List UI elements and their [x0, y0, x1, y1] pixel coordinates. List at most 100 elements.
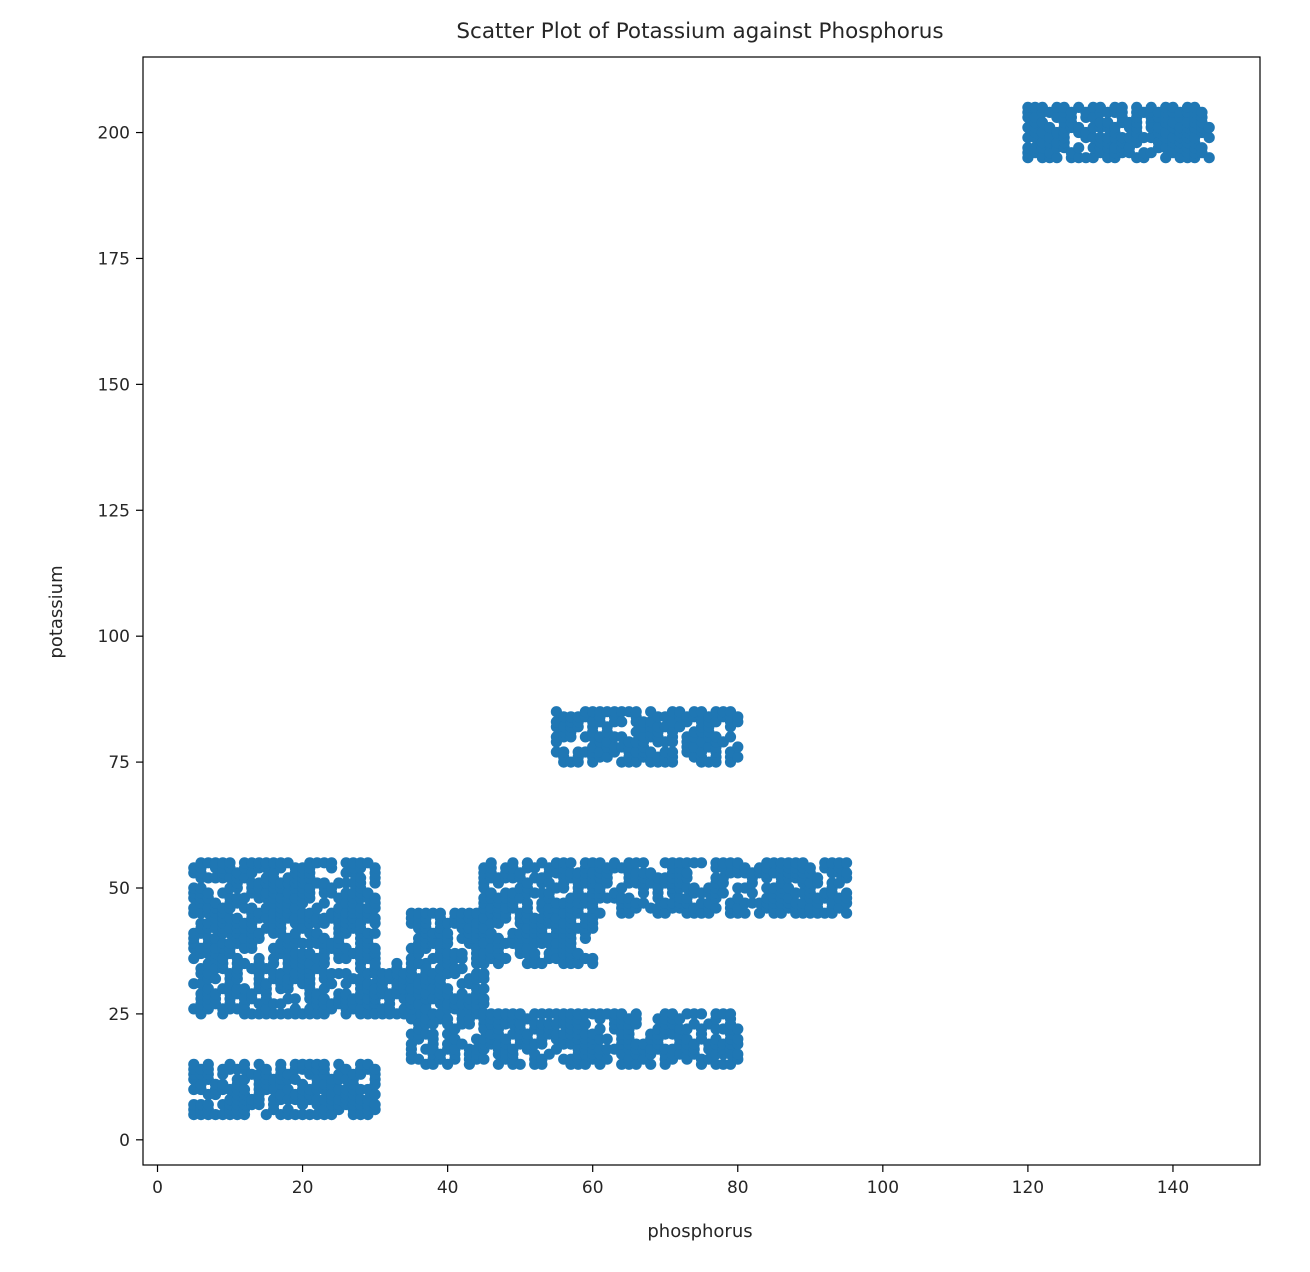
data-point	[442, 927, 454, 939]
y-tick-label: 200	[98, 124, 130, 144]
data-point	[369, 927, 381, 939]
data-point	[289, 993, 301, 1005]
data-point	[202, 887, 214, 899]
data-point	[666, 746, 679, 758]
data-point	[318, 897, 330, 909]
y-tick-label: 125	[98, 501, 130, 521]
data-point	[500, 952, 512, 965]
data-point	[804, 862, 816, 874]
data-point	[478, 968, 490, 980]
data-point	[732, 1023, 744, 1035]
chart-title: Scatter Plot of Potassium against Phosph…	[456, 19, 943, 44]
data-point	[565, 857, 577, 869]
data-point	[507, 857, 519, 869]
data-point	[1051, 152, 1063, 164]
data-point	[318, 1058, 330, 1070]
y-tick-label: 175	[98, 249, 130, 269]
data-point	[369, 957, 381, 970]
data-point	[601, 1033, 613, 1045]
data-point	[369, 942, 381, 955]
points-layer	[188, 101, 1215, 1121]
data-point	[478, 1053, 490, 1065]
data-point	[732, 1033, 744, 1045]
data-point	[326, 978, 338, 990]
data-point	[717, 887, 729, 899]
data-point	[224, 857, 236, 869]
data-point	[558, 746, 570, 758]
data-point	[478, 983, 490, 995]
data-point	[253, 952, 265, 965]
x-axis-label: phosphorus	[647, 1221, 752, 1242]
data-point	[841, 867, 853, 879]
data-point	[587, 952, 599, 965]
data-point	[812, 872, 824, 884]
data-point	[746, 887, 758, 899]
data-point	[1116, 101, 1128, 113]
data-point	[630, 1008, 642, 1020]
data-point	[355, 872, 367, 884]
data-point	[442, 983, 454, 995]
data-point	[732, 711, 744, 723]
data-point	[732, 751, 744, 763]
data-point	[594, 907, 606, 919]
data-point	[1203, 132, 1215, 144]
data-point	[681, 867, 693, 879]
data-point	[369, 912, 381, 924]
data-point	[645, 1058, 657, 1070]
data-point	[1196, 106, 1208, 118]
data-point	[369, 862, 381, 874]
y-tick-label: 100	[98, 627, 130, 647]
data-point	[594, 1023, 606, 1035]
data-point	[427, 1028, 439, 1040]
data-point	[391, 957, 403, 970]
data-point	[478, 993, 490, 1005]
data-point	[841, 907, 853, 919]
data-point	[209, 973, 222, 985]
data-point	[238, 1058, 251, 1070]
x-tick-label: 40	[437, 1178, 459, 1198]
data-point	[514, 1058, 526, 1070]
data-point	[369, 1088, 381, 1101]
data-point	[456, 947, 468, 960]
data-point	[1196, 142, 1208, 154]
data-point	[326, 857, 338, 869]
data-point	[369, 1063, 381, 1075]
data-point	[442, 1013, 454, 1025]
y-tick-label: 50	[108, 879, 130, 899]
data-point	[601, 1053, 613, 1065]
x-tick-label: 60	[582, 1178, 604, 1198]
data-point	[695, 1008, 708, 1020]
data-point	[202, 1099, 214, 1111]
data-point	[1073, 142, 1085, 154]
y-tick-label: 25	[108, 1005, 130, 1025]
data-point	[485, 857, 497, 869]
x-tick-label: 140	[1157, 1178, 1189, 1198]
data-point	[841, 887, 853, 899]
data-point	[710, 902, 722, 914]
data-point	[529, 947, 541, 960]
x-tick-label: 0	[152, 1178, 163, 1198]
data-point	[456, 963, 468, 975]
data-point	[521, 897, 534, 909]
data-point	[434, 907, 446, 919]
data-point	[637, 857, 650, 869]
data-point	[275, 1058, 287, 1070]
data-point	[739, 907, 751, 919]
data-point	[695, 857, 708, 869]
data-point	[579, 1018, 592, 1030]
plot-area-frame	[142, 56, 1261, 1166]
data-point	[202, 1058, 214, 1070]
x-tick-label: 100	[867, 1178, 899, 1198]
y-tick-label: 0	[119, 1131, 130, 1151]
data-point	[841, 857, 853, 869]
data-point	[732, 1048, 744, 1060]
data-point	[630, 706, 642, 718]
x-tick-label: 80	[727, 1178, 749, 1198]
data-point	[369, 892, 381, 904]
data-point	[732, 741, 744, 753]
x-axis-ticks: 0 20 40 60 80 100 120 140	[152, 1165, 1189, 1198]
y-tick-label: 150	[98, 375, 130, 395]
y-axis-ticks: 0 25 50 75 100 125 150 175 200	[98, 124, 143, 1151]
data-point	[1203, 121, 1215, 134]
